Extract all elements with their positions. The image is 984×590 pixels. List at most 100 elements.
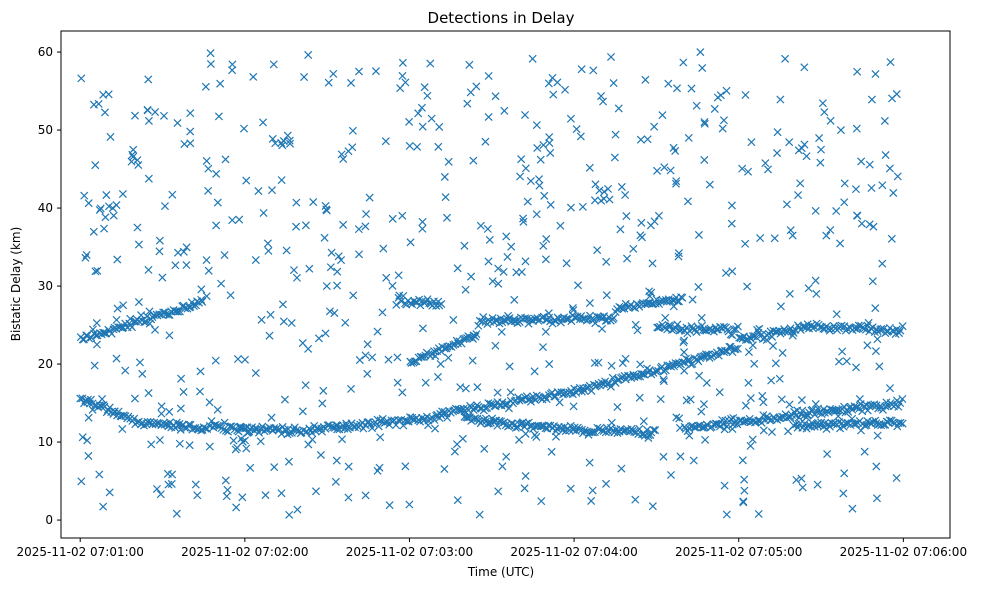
data-point — [520, 110, 530, 120]
x-axis: 2025-11-02 07:01:00 2025-11-02 07:02:00 20… — [16, 538, 967, 559]
data-point — [578, 202, 587, 211]
data-point — [90, 361, 99, 370]
data-point — [321, 329, 330, 338]
data-point — [727, 219, 736, 228]
data-point — [76, 394, 85, 403]
data-point — [840, 179, 849, 188]
data-point — [89, 227, 98, 236]
data-point — [630, 427, 639, 436]
data-point — [84, 413, 93, 422]
data-point — [773, 128, 782, 137]
data-point — [822, 231, 831, 240]
data-point — [641, 75, 650, 84]
data-point — [815, 134, 824, 143]
data-point — [202, 156, 211, 165]
data-point — [105, 403, 114, 412]
data-point — [533, 143, 542, 153]
data-point — [729, 413, 738, 423]
data-point — [585, 299, 594, 308]
data-point — [381, 137, 390, 146]
data-point — [361, 222, 370, 231]
data-point — [547, 447, 556, 456]
data-point — [566, 484, 575, 493]
data-point — [268, 134, 277, 143]
data-point — [672, 413, 681, 422]
data-point — [202, 256, 211, 265]
data-point — [553, 78, 562, 87]
data-point — [639, 370, 648, 379]
data-point — [233, 355, 242, 364]
data-point — [393, 353, 402, 362]
data-point — [286, 139, 295, 148]
data-point — [504, 311, 513, 320]
data-point — [155, 236, 164, 245]
data-point — [221, 476, 230, 485]
data-point — [532, 210, 541, 219]
data-point — [469, 156, 478, 165]
data-point — [418, 324, 427, 333]
data-point — [193, 491, 202, 500]
data-point — [320, 233, 329, 242]
data-point — [763, 165, 773, 174]
data-point — [331, 477, 340, 486]
data-point — [469, 406, 478, 415]
data-point — [175, 307, 184, 316]
data-point — [852, 124, 861, 133]
data-point — [747, 138, 756, 147]
data-point — [832, 206, 841, 216]
data-point — [555, 398, 564, 407]
data-point — [497, 327, 506, 336]
data-point — [421, 378, 430, 387]
data-point — [792, 475, 801, 485]
data-point — [642, 425, 652, 434]
data-point — [898, 322, 907, 331]
data-point — [653, 166, 662, 175]
data-point — [738, 164, 747, 173]
data-point — [544, 309, 553, 318]
data-point — [672, 84, 682, 93]
data-point — [180, 140, 189, 149]
data-point — [413, 142, 422, 151]
data-point — [546, 200, 555, 209]
data-point — [721, 269, 730, 278]
data-point — [449, 340, 458, 349]
data-point — [715, 388, 724, 397]
data-point — [680, 336, 689, 345]
data-point — [781, 327, 790, 336]
data-point — [504, 404, 513, 413]
data-point — [333, 281, 342, 290]
data-point — [231, 445, 240, 454]
data-point — [128, 152, 138, 161]
data-point — [720, 425, 729, 434]
data-point — [750, 359, 759, 368]
data-point — [540, 191, 549, 200]
data-point — [528, 54, 537, 63]
data-point — [173, 248, 183, 257]
data-point — [672, 177, 681, 186]
data-point — [330, 309, 339, 318]
data-point — [267, 186, 277, 195]
data-point — [354, 250, 364, 259]
data-point — [344, 462, 353, 471]
data-point — [322, 282, 331, 291]
data-point — [896, 418, 905, 427]
data-point — [700, 155, 709, 164]
data-point — [282, 246, 291, 255]
data-point — [491, 92, 500, 101]
data-point — [165, 407, 174, 416]
data-point — [674, 252, 683, 261]
data-point — [108, 204, 117, 213]
data-point — [77, 74, 86, 83]
data-point — [459, 404, 468, 413]
data-point — [165, 331, 174, 340]
data-point — [241, 436, 250, 445]
data-point — [659, 452, 668, 461]
data-point — [81, 253, 90, 262]
data-point — [679, 338, 688, 347]
data-point — [629, 244, 638, 253]
data-point — [338, 435, 347, 444]
data-point — [532, 121, 541, 130]
data-point — [91, 161, 100, 170]
data-point — [722, 510, 731, 519]
data-point — [767, 376, 776, 385]
